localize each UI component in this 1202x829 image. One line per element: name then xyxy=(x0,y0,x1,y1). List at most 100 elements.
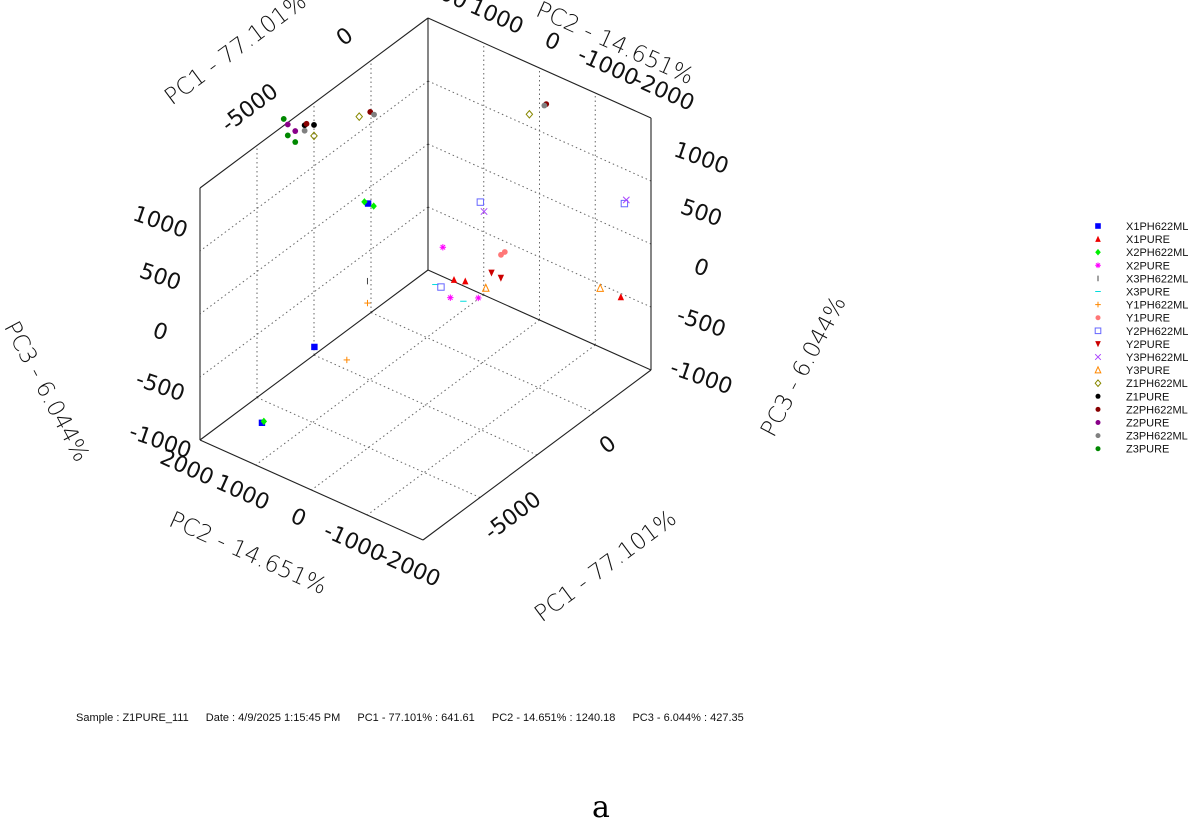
legend-label-y1pure: Y1PURE xyxy=(1126,313,1170,325)
data-point-z1ph622ml xyxy=(310,131,318,141)
data-point-y2ph622ml xyxy=(620,199,629,208)
box-frame xyxy=(199,17,652,541)
legend-marker-y3pure xyxy=(1094,365,1102,374)
pc3-axis-label-right: PC3 - 6.044% xyxy=(756,292,852,441)
pc2-tick-top: 2000 xyxy=(410,0,471,15)
data-point-z3pure-shape xyxy=(280,116,287,122)
legend-label-z2ph622ml: Z2PH622ML xyxy=(1126,404,1188,416)
pc1-tick-bottom: 0 xyxy=(595,431,621,459)
legend-label-y3ph622ml: Y3PH622ML xyxy=(1126,352,1188,364)
data-point-x2pure-shape xyxy=(447,295,453,301)
data-point-y1pure-shape xyxy=(501,249,508,255)
data-point-z3pure xyxy=(284,132,291,139)
data-point-y2ph622ml-shape xyxy=(476,198,485,206)
pc3-tick-right: -1000 xyxy=(667,356,736,401)
figure-caption: a xyxy=(592,790,610,825)
legend-label-y2pure: Y2PURE xyxy=(1126,339,1170,351)
data-point-z1ph622ml xyxy=(525,109,534,119)
data-point-y3pure-shape xyxy=(481,283,490,292)
data-point-y2ph622ml xyxy=(476,198,485,206)
data-point-z3ph622ml-shape xyxy=(301,127,308,134)
axis-labels: PC1 - 77.101% PC1 - 77.101% PC2 - 14.651% P… xyxy=(0,0,852,628)
legend-marker-y2ph622ml xyxy=(1094,327,1102,335)
data-point-x2ph622ml-shape xyxy=(370,202,377,210)
data-point-z2ph622ml-shape xyxy=(303,120,310,127)
legend-marker-z3ph622ml-shape xyxy=(1095,433,1101,439)
data-point-x2pure-shape xyxy=(475,295,481,301)
pc2-axis-label-bottom: PC2 - 14.651% xyxy=(165,507,331,600)
legend-label-x1ph622ml: X1PH622ML xyxy=(1126,221,1188,233)
data-point-z3ph622ml-shape xyxy=(371,111,377,118)
data-point-y3ph622ml xyxy=(622,196,630,204)
data-point-x1ph622ml xyxy=(364,200,372,207)
legend-marker-y2pure-shape xyxy=(1095,341,1101,348)
pc2-tick-bottom: 1000 xyxy=(212,470,273,516)
data-point-x1pure xyxy=(617,293,625,301)
data-point-y3ph622ml-shape xyxy=(480,207,488,216)
data-point-x1ph622ml-shape xyxy=(364,200,372,207)
data-point-z1ph622ml xyxy=(355,112,364,122)
pc2-tick-bottom: 0 xyxy=(287,504,310,533)
grid-line xyxy=(366,344,596,516)
data-point-y1ph622ml xyxy=(343,356,351,364)
data-point-x2ph622ml xyxy=(260,417,268,426)
data-point-x2pure xyxy=(447,294,454,301)
grid-line xyxy=(313,354,538,456)
legend-marker-y3ph622ml xyxy=(1094,353,1102,361)
data-point-z1ph622ml-shape xyxy=(355,112,364,122)
pc1-axis-label-top: PC1 - 77.101% xyxy=(160,0,312,111)
legend-label-z2pure: Z2PURE xyxy=(1126,418,1169,430)
grid-line xyxy=(256,397,481,498)
data-point-z3pure xyxy=(292,139,299,145)
data-point-z1pure xyxy=(311,122,317,128)
data-point-y2pure xyxy=(497,274,505,282)
grid-line xyxy=(427,80,652,182)
legend-marker-x1pure xyxy=(1095,235,1101,242)
legend-marker-z1pure-shape xyxy=(1095,393,1101,399)
data-point-x1pure xyxy=(450,275,458,283)
legend-marker-z2ph622ml-shape xyxy=(1095,406,1101,412)
data-point-y2ph622ml-shape xyxy=(437,283,445,291)
data-point-x2pure xyxy=(475,294,482,302)
data-point-y3pure-shape xyxy=(596,283,605,292)
data-point-z1pure-shape xyxy=(311,122,317,128)
legend-label-y2ph622ml: Y2PH622ML xyxy=(1126,326,1188,338)
data-point-x1pure-shape xyxy=(450,275,458,283)
grid-line xyxy=(427,143,652,245)
legend-marker-z1ph622ml xyxy=(1094,379,1102,388)
data-point-z2pure-shape xyxy=(292,128,299,134)
data-point-x2pure-shape xyxy=(440,244,446,250)
legend-label-z3pure: Z3PURE xyxy=(1126,444,1169,456)
pc3-tick-left: 0 xyxy=(149,318,170,346)
data-point-z3pure-shape xyxy=(284,132,291,139)
data-point-x1pure-shape xyxy=(462,277,469,285)
grid-line xyxy=(255,294,485,466)
data-point-y3pure xyxy=(596,283,605,292)
status-pc2: PC2 - 14.651% : 1240.18 xyxy=(491,712,616,724)
legend-label-y3pure: Y3PURE xyxy=(1126,365,1170,377)
legend-marker-z2pure xyxy=(1095,420,1101,425)
legend-label-x2ph622ml: X2PH622ML xyxy=(1126,247,1188,259)
data-point-x2ph622ml-shape xyxy=(361,198,368,206)
pc1-tick-bottom: -5000 xyxy=(480,487,546,545)
pc2-tick-top: 1000 xyxy=(466,0,527,40)
frame-edge xyxy=(199,439,424,541)
legend-marker-z1pure xyxy=(1095,393,1101,399)
legend-label-z3ph622ml: Z3PH622ML xyxy=(1126,431,1188,443)
data-point-y2ph622ml xyxy=(437,283,445,291)
data-point-x1ph622ml xyxy=(311,343,318,351)
data-point-z3ph622ml xyxy=(541,102,548,109)
legend-label-z1pure: Z1PURE xyxy=(1126,391,1169,403)
data-point-x1pure-shape xyxy=(617,293,625,301)
legend-marker-y2pure xyxy=(1095,341,1101,348)
pc1-tick-top: -5000 xyxy=(217,79,283,137)
pc3-tick-right: 1000 xyxy=(671,138,732,180)
data-point-x2ph622ml xyxy=(361,198,368,206)
legend-marker-z3ph622ml xyxy=(1095,433,1101,439)
data-point-z3ph622ml-shape xyxy=(541,102,548,109)
data-point-y3pure xyxy=(481,283,490,292)
data-point-x2ph622ml-shape xyxy=(260,417,268,426)
data-point-y2pure-shape xyxy=(488,269,495,277)
data-points xyxy=(258,101,630,426)
